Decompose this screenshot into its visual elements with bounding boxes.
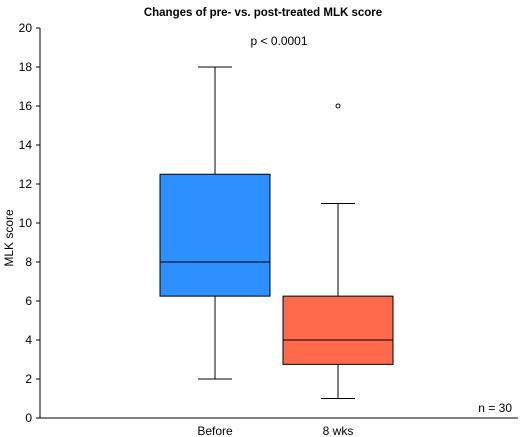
x-category-label-0: Before: [197, 424, 233, 437]
plot-axes: 0 2 4 6 8 10 12 14 16 18 20: [19, 21, 518, 425]
chart-title: Changes of pre- vs. post-treated MLK sco…: [144, 7, 382, 19]
x-category-label-1: 8 wks: [323, 424, 354, 437]
y-tick-label-10: 10: [19, 216, 33, 230]
y-tick-label-8: 8: [25, 255, 32, 269]
outlier-1-0: [335, 103, 341, 109]
sample-size-annotation: n = 30: [478, 401, 512, 415]
y-tick-label-4: 4: [25, 333, 32, 347]
box-0: Before: [159, 66, 271, 437]
y-tick-label-0: 0: [25, 411, 32, 425]
y-tick-label-12: 12: [19, 177, 33, 191]
y-tick-label-6: 6: [25, 294, 32, 308]
y-tick-label-16: 16: [19, 99, 33, 113]
y-tick-label-20: 20: [19, 21, 33, 35]
y-tick-label-14: 14: [19, 138, 33, 152]
box-1: 8 wks: [282, 103, 394, 437]
box-series: Before 8 wks: [159, 66, 394, 437]
box-rect-0: [159, 173, 271, 297]
y-axis-label: MLK score: [2, 209, 16, 267]
p-value-annotation: p < 0.0001: [250, 34, 307, 48]
y-tick-label-2: 2: [25, 372, 32, 386]
y-tick-label-18: 18: [19, 60, 33, 74]
box-rect-1: [282, 295, 394, 365]
